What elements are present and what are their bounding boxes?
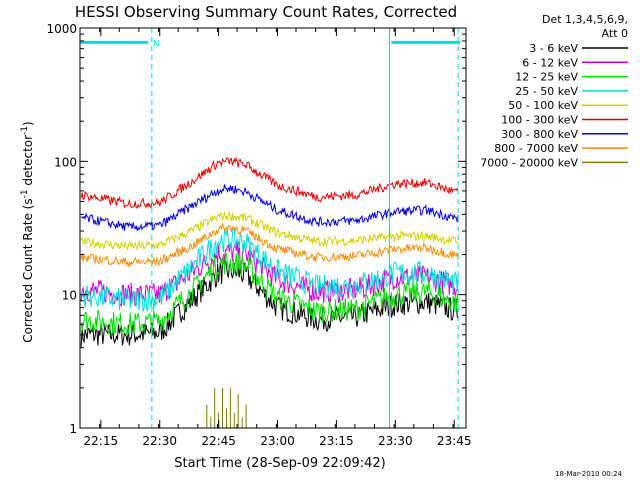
x-tick-label-5: 23:15 [319, 434, 354, 448]
x-tick-label-6: 23:30 [378, 434, 413, 448]
legend-header-line1: Det 1,3,4,5,6,9, [542, 13, 628, 26]
series-line-9 [206, 387, 247, 428]
series-line-2 [80, 241, 459, 308]
legend-header-line2: Att 0 [602, 27, 628, 40]
chart-title: HESSI Observing Summary Count Rates, Cor… [75, 3, 457, 21]
y-axis-label: Corrected Count Rate (s-1 detector-1) [20, 121, 35, 342]
x-tick-label-4: 23:00 [260, 434, 295, 448]
legend-label-6: 100 - 300 keV [501, 114, 578, 127]
legend-label-4: 25 - 50 keV [515, 85, 578, 98]
x-tick-label-2: 22:30 [142, 434, 177, 448]
y-tick-label-3: 100 [54, 155, 77, 169]
legend-label-1: 3 - 6 keV [529, 42, 578, 55]
y-axis-label-main: Corrected Count Rate (s [21, 198, 35, 342]
y-axis-label-mid: detector [21, 135, 35, 190]
axes: 22:15 22:30 22:45 23:00 23:15 23:30 23:45 1 10 10… [46, 22, 471, 448]
legend-label-2: 6 - 12 keV [522, 56, 578, 69]
plot-frame [79, 27, 467, 429]
y-tick-label-4: 1000 [46, 22, 77, 36]
marker-n-label: N [153, 39, 160, 49]
y-axis-label-sup2: -1 [20, 126, 30, 135]
series-line-5 [80, 210, 459, 251]
y-tick-label-1: 1 [69, 422, 77, 436]
x-tick-label-1: 22:15 [84, 434, 119, 448]
x-axis-label: Start Time (28-Sep-09 22:09:42) [174, 456, 385, 471]
y-tick-label-2: 10 [62, 289, 77, 303]
series-line-3 [80, 252, 459, 338]
x-tick-label-3: 22:45 [201, 434, 236, 448]
legend-label-5: 50 - 100 keV [508, 99, 578, 112]
legend-label-9: 7000 - 20000 keV [480, 156, 578, 169]
legend-label-3: 12 - 25 keV [515, 71, 578, 84]
series-line-8 [80, 222, 459, 268]
plot-area: N [79, 28, 461, 428]
series-line-4 [80, 227, 459, 312]
y-axis-label-end: ) [21, 121, 35, 126]
y-axis-label-sup1: -1 [20, 189, 30, 198]
footer-date: 18-Mar-2010 00:24 [555, 470, 622, 478]
legend-label-7: 300 - 800 keV [501, 128, 578, 141]
series-line-7 [81, 184, 459, 231]
x-tick-label-7: 23:45 [437, 434, 472, 448]
legend-label-8: 800 - 7000 keV [494, 142, 578, 155]
series-line-6 [80, 156, 459, 209]
series-line-1 [80, 259, 459, 347]
